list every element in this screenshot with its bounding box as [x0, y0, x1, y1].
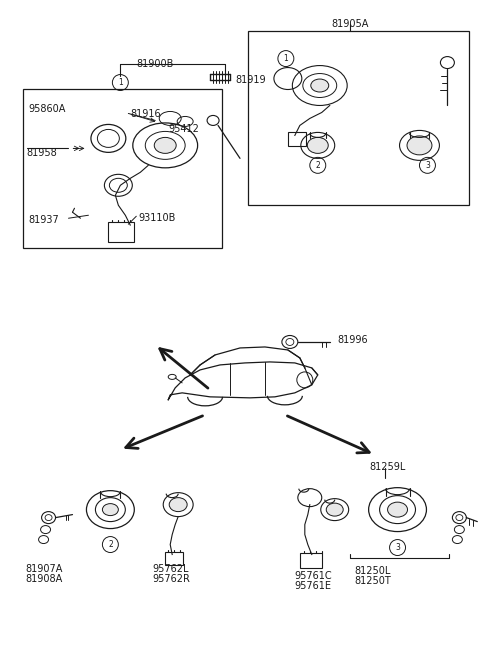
Bar — [248, 31, 469, 205]
Ellipse shape — [154, 138, 176, 153]
Circle shape — [390, 540, 406, 555]
Ellipse shape — [326, 503, 343, 516]
Bar — [300, 553, 322, 569]
Text: 81958: 81958 — [26, 149, 58, 159]
Ellipse shape — [307, 138, 328, 153]
Text: 81908A: 81908A — [25, 574, 63, 584]
Text: 95761E: 95761E — [295, 582, 332, 591]
Ellipse shape — [169, 498, 187, 512]
Text: 81919: 81919 — [235, 75, 265, 84]
Bar — [108, 222, 134, 242]
Text: 1: 1 — [284, 54, 288, 63]
Text: 81937: 81937 — [29, 215, 60, 225]
Text: 3: 3 — [425, 161, 430, 170]
Text: 95412: 95412 — [168, 124, 199, 134]
Text: 2: 2 — [108, 540, 113, 549]
Text: 95761C: 95761C — [295, 571, 333, 582]
Circle shape — [420, 157, 435, 174]
Circle shape — [102, 536, 119, 553]
Text: 81905A: 81905A — [331, 18, 368, 29]
Bar — [23, 88, 222, 248]
Text: 95860A: 95860A — [29, 105, 66, 115]
Bar — [288, 132, 306, 146]
Ellipse shape — [311, 79, 329, 92]
Text: 95762L: 95762L — [152, 565, 189, 574]
Text: 3: 3 — [395, 543, 400, 552]
Text: 1: 1 — [118, 78, 123, 87]
Text: 95762R: 95762R — [152, 574, 190, 584]
Circle shape — [112, 75, 128, 90]
Text: 81996: 81996 — [338, 335, 368, 345]
Ellipse shape — [407, 136, 432, 155]
Ellipse shape — [387, 502, 408, 517]
Text: 93110B: 93110B — [138, 214, 176, 223]
Text: 2: 2 — [315, 161, 320, 170]
Circle shape — [310, 157, 326, 174]
Ellipse shape — [102, 504, 119, 515]
Text: 81900B: 81900B — [136, 58, 174, 69]
Text: 81250T: 81250T — [355, 576, 391, 586]
Circle shape — [278, 50, 294, 67]
Bar — [165, 552, 183, 565]
Text: 81250L: 81250L — [355, 567, 391, 576]
Text: 81916: 81916 — [130, 109, 161, 119]
Text: 81907A: 81907A — [25, 565, 63, 574]
Text: 81259L: 81259L — [370, 462, 406, 472]
